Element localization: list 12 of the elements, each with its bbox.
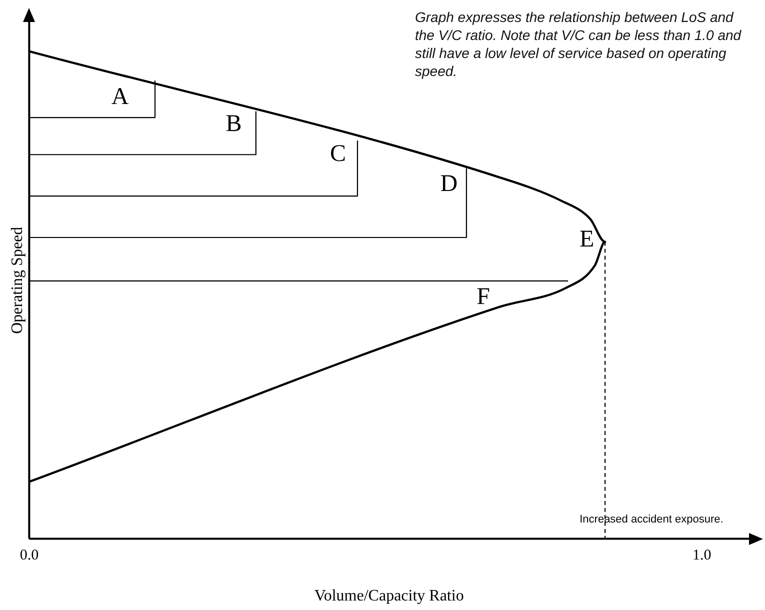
annotation: A	[111, 84, 130, 110]
x-tick-label: 1.0	[692, 548, 712, 564]
annotation: Graph expresses the relationship between LoS and the V/C ratio. Note that V/C can be less than 1.0 and still have a low level of service based on operating speed.	[415, 8, 742, 80]
x-tick-label: 0.0	[20, 548, 39, 564]
x-axis-title: Volume/Capacity Ratio	[314, 588, 464, 605]
annotation: F	[476, 284, 490, 310]
annotation: E	[580, 226, 594, 253]
y-axis-title: Operating Speed	[8, 226, 26, 334]
annotation: D	[440, 171, 458, 198]
annotation: B	[226, 111, 242, 138]
annotation: Increased accident exposure.	[580, 513, 724, 526]
annotation: C	[330, 140, 346, 167]
